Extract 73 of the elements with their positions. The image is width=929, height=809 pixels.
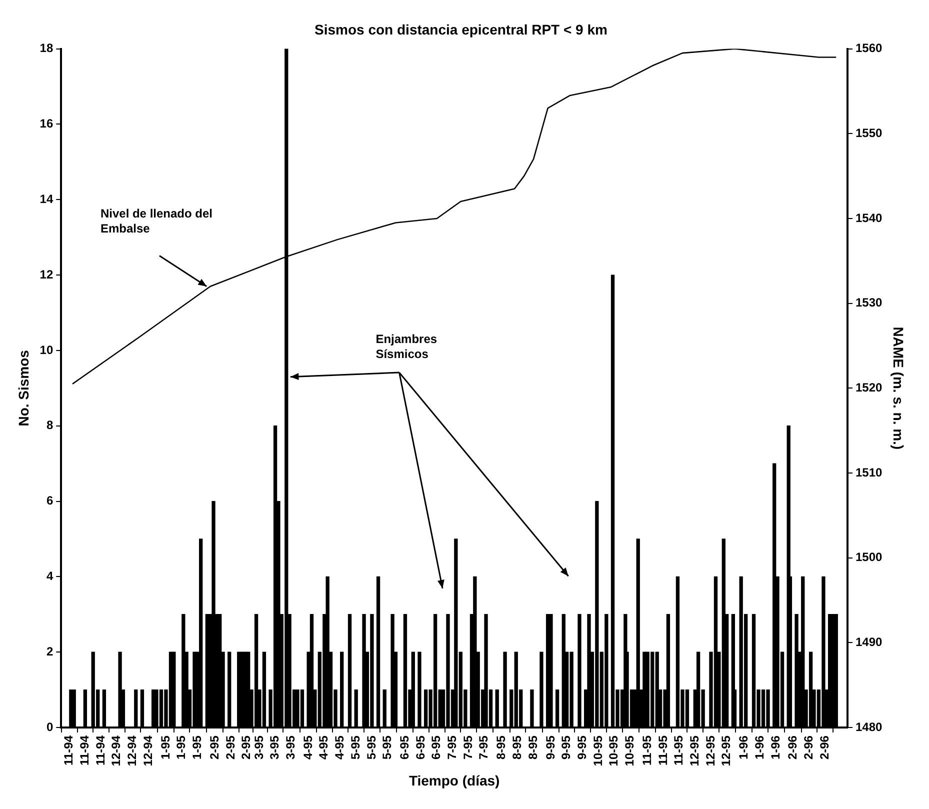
- y-tick-label: 4: [46, 568, 54, 583]
- y2-tick-label: 1480: [856, 720, 883, 734]
- y2-tick-label: 1530: [856, 296, 883, 310]
- x-tick-label: 8-95: [494, 735, 508, 760]
- annotation: Nivel de llenado del Embalse: [100, 206, 212, 236]
- x-tick-label: 12-94: [140, 735, 155, 766]
- x-tick-label: 11-94: [77, 735, 92, 766]
- annotation: Enjambres Sísmicos: [376, 332, 438, 362]
- x-tick-label: 1-95: [190, 735, 204, 760]
- y-tick-label: 12: [40, 267, 54, 282]
- y-tick-label: 6: [46, 494, 54, 508]
- x-tick-label: 3-95: [268, 735, 282, 760]
- x-tick-label: 5-95: [348, 735, 362, 760]
- x-tick-label: 12-95: [719, 735, 734, 766]
- x-tick-label: 3-95: [252, 735, 266, 760]
- x-tick-label: 2-95: [223, 735, 238, 760]
- x-tick-label: 6-95: [398, 735, 412, 760]
- y-tick-label: 8: [46, 418, 54, 432]
- x-tick-label: 11-95: [640, 735, 654, 766]
- x-tick-label: 5-95: [380, 735, 394, 760]
- x-tick-label: 10-95: [622, 735, 636, 766]
- y-tick-label: 14: [40, 192, 54, 206]
- x-tick-label: 2-96: [786, 735, 800, 760]
- x-tick-label: 11-94: [93, 735, 108, 766]
- y2-tick-label: 1500: [856, 550, 883, 564]
- y2-tick-label: 1550: [856, 126, 883, 140]
- x-tick-label: 5-95: [364, 735, 378, 760]
- x-tick-label: 12-95: [687, 735, 702, 766]
- y2-axis-title: NAME (m. s. n. m.): [890, 326, 907, 450]
- x-tick-label: 12-95: [703, 735, 718, 766]
- x-tick-label: 1-95: [174, 735, 188, 760]
- x-tick-label: 8-95: [526, 735, 540, 760]
- y-axis-title: No. Sismos: [15, 350, 32, 426]
- x-tick-label: 9-95: [559, 735, 574, 760]
- x-tick-label: 10-95: [606, 735, 621, 766]
- x-tick-label: 6-95: [429, 735, 444, 760]
- x-tick-label: 2-96: [802, 735, 816, 760]
- x-tick-label: 1-96: [736, 735, 751, 760]
- x-tick-label: 11-95: [656, 735, 670, 766]
- x-tick-label: 2-95: [239, 735, 254, 760]
- y-tick-label: 10: [40, 342, 54, 357]
- x-tick-label: 1-95: [158, 735, 172, 760]
- x-tick-label: 9-95: [574, 735, 589, 760]
- x-tick-label: 10-95: [590, 735, 605, 766]
- x-tick-label: 4-95: [300, 735, 315, 760]
- x-tick-label: 12-94: [125, 735, 140, 766]
- y2-tick-label: 1510: [856, 465, 883, 480]
- x-tick-label: 4-95: [332, 735, 347, 760]
- chart-title: Sismos con distancia epicentral RPT < 9 km: [314, 21, 608, 38]
- y-tick-label: 16: [40, 116, 54, 131]
- x-tick-label: 9-95: [543, 735, 558, 760]
- x-tick-label: 2-95: [207, 735, 222, 760]
- y-tick-label: 0: [46, 720, 54, 734]
- x-tick-label: 11-95: [672, 735, 686, 766]
- x-tick-label: 7-95: [476, 735, 491, 760]
- x-tick-label: 11-94: [62, 735, 76, 766]
- y-tick-label: 18: [40, 41, 54, 56]
- x-tick-label: 8-95: [510, 735, 524, 760]
- y2-tick-label: 1540: [856, 210, 883, 225]
- x-tick-label: 1-96: [752, 735, 766, 760]
- x-tick-label: 12-94: [109, 735, 124, 766]
- x-tick-label: 3-95: [283, 735, 298, 760]
- y-tick-label: 2: [46, 644, 54, 658]
- x-tick-label: 4-95: [316, 735, 331, 760]
- x-tick-label: 7-95: [445, 735, 460, 760]
- x-tick-label: 2-96: [817, 735, 832, 760]
- y2-tick-label: 1560: [856, 41, 883, 56]
- y2-tick-label: 1490: [856, 634, 883, 649]
- y2-tick-label: 1520: [856, 380, 883, 394]
- x-tick-label: 1-96: [768, 735, 782, 760]
- x-tick-label: 7-95: [460, 735, 475, 760]
- x-axis-title: Tiempo (días): [408, 772, 500, 788]
- x-tick-label: 6-95: [413, 735, 428, 760]
